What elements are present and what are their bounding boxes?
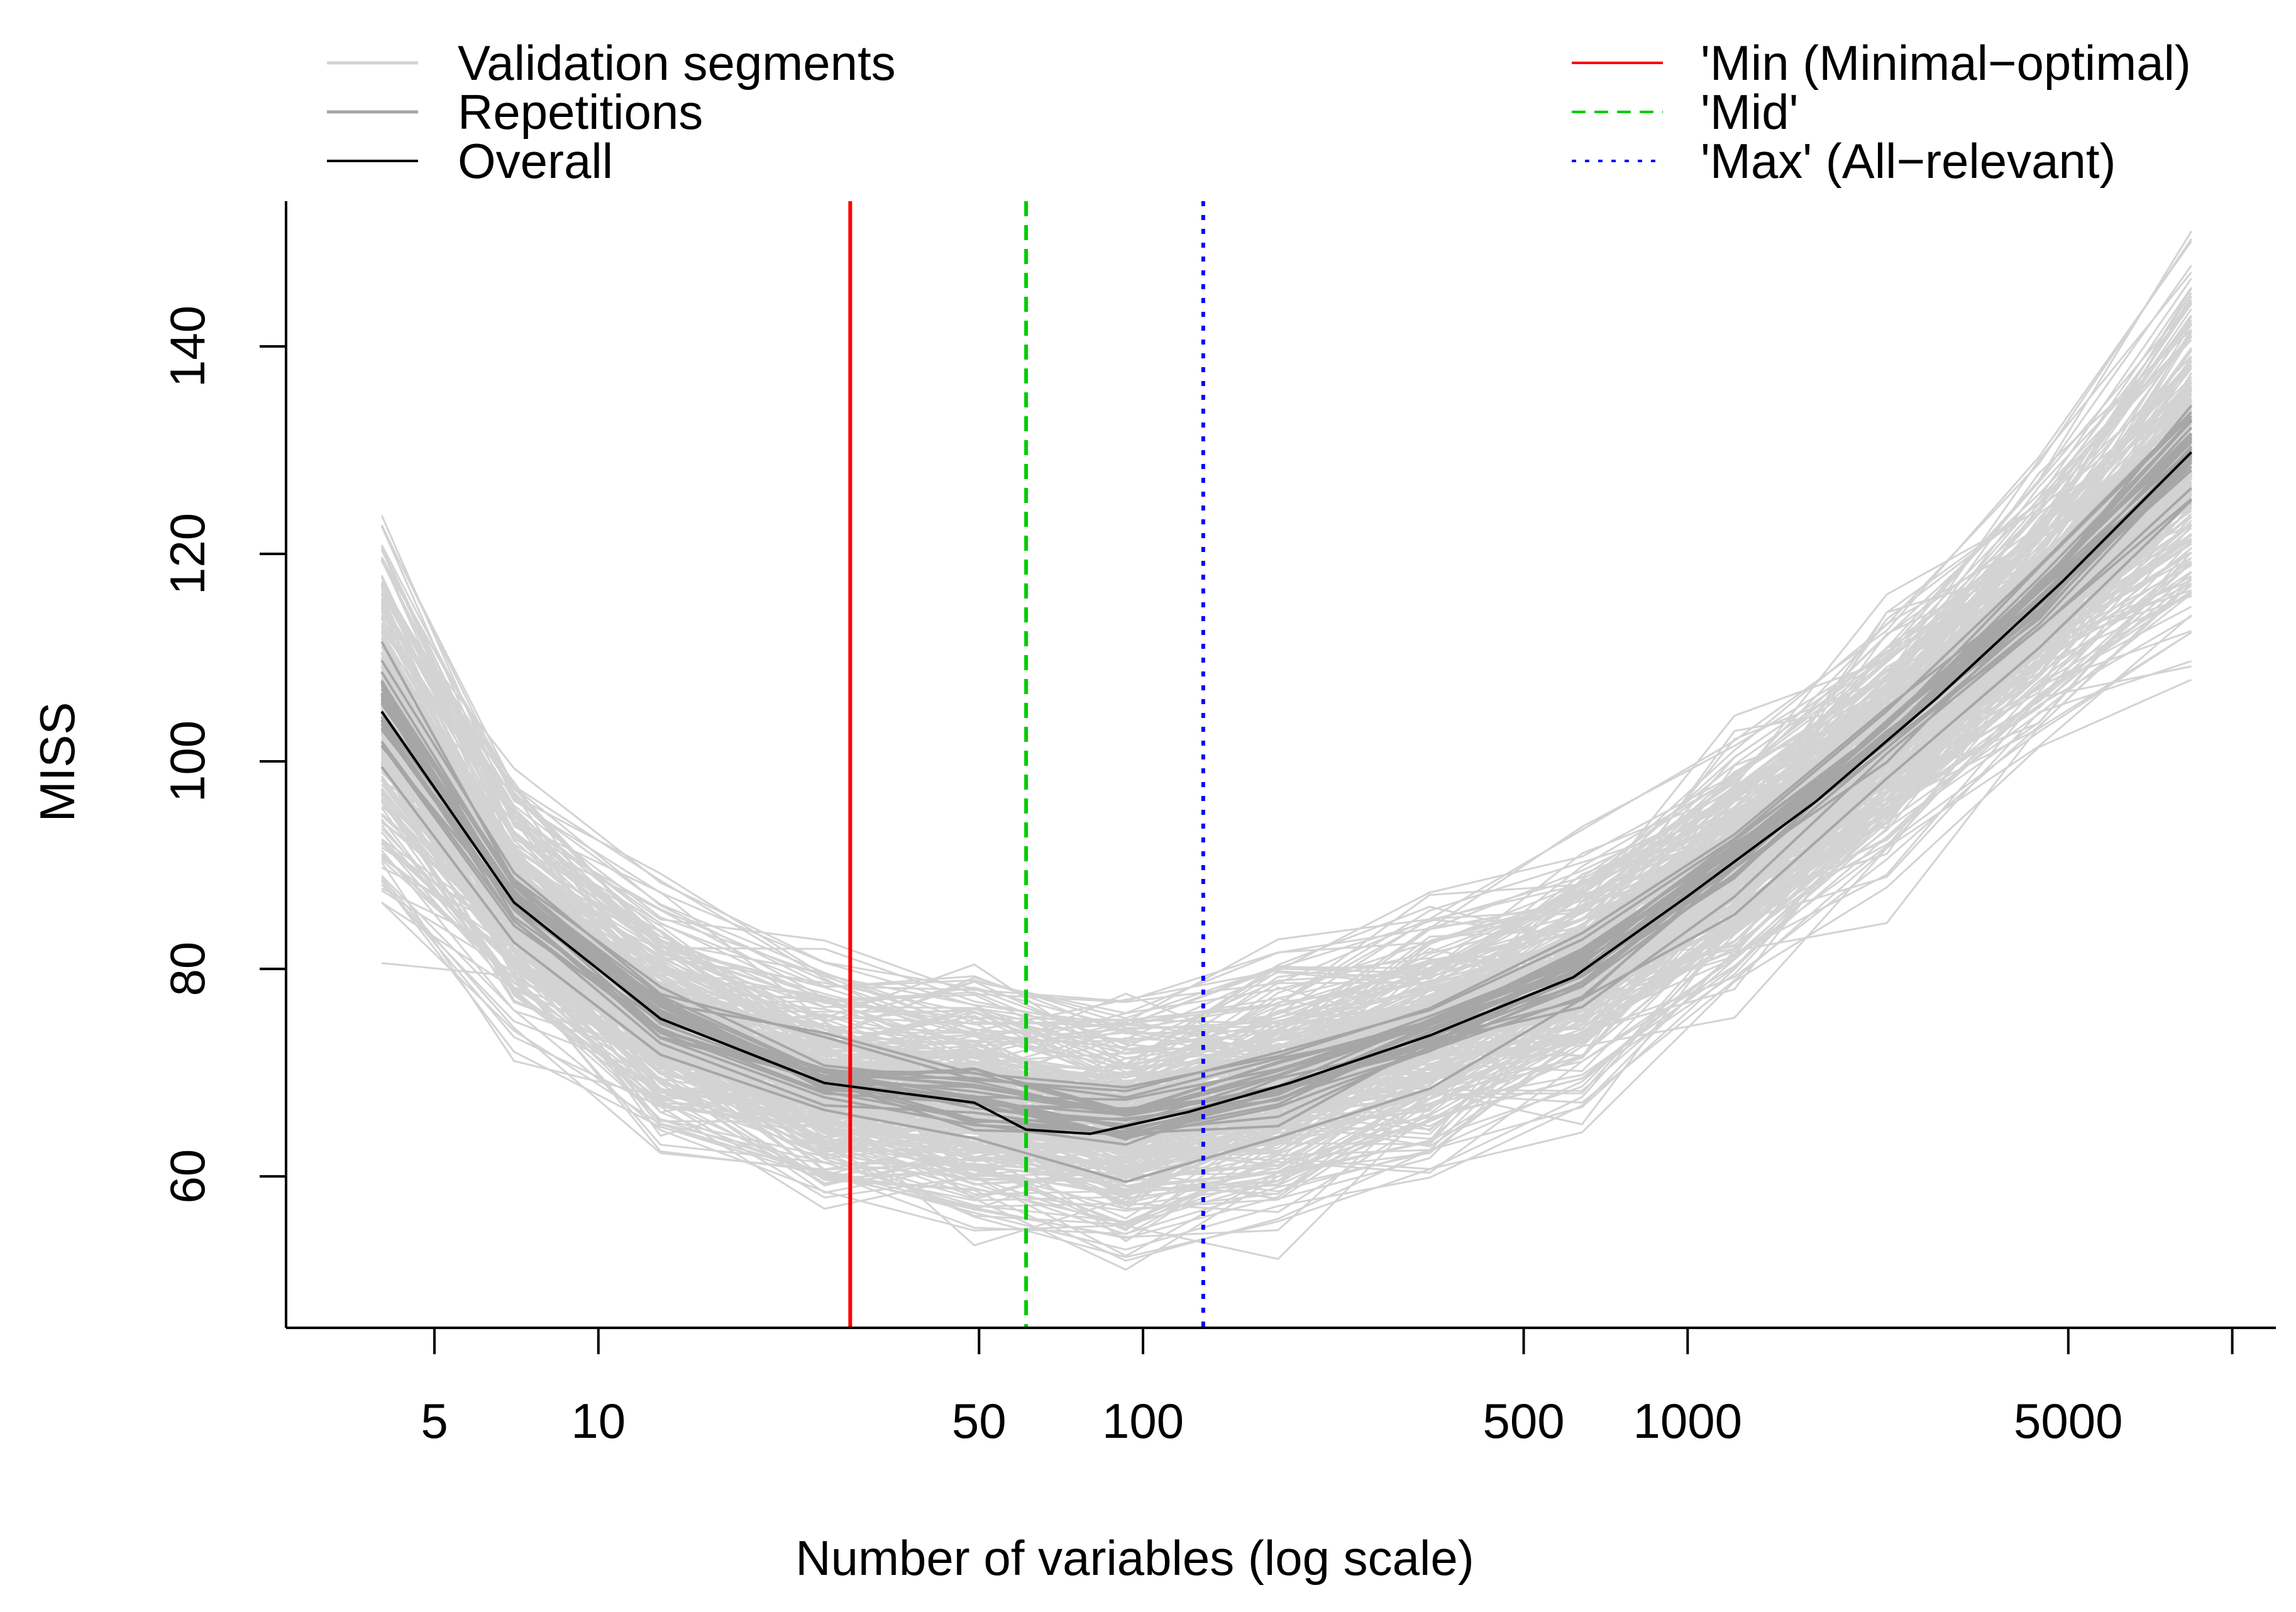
legend-item: 'Min (Minimal−optimal) <box>1572 35 2191 91</box>
y-axis-label: MISS <box>30 702 85 822</box>
x-tick-label: 5 <box>421 1393 448 1449</box>
legend-label: 'Min (Minimal−optimal) <box>1701 35 2191 91</box>
legend-label: Validation segments <box>458 35 896 91</box>
repetition-line <box>380 499 2192 1183</box>
legend-item: Overall <box>327 133 613 189</box>
legend-label: Overall <box>458 133 613 189</box>
repetition-line <box>380 487 2192 1134</box>
repetition-line <box>380 433 2193 1117</box>
y-tick-label: 120 <box>160 513 215 595</box>
repetition-line <box>380 411 2193 1093</box>
axes: 5 10 50 100 500 1000 5000 60 80 100 120 140 <box>160 201 2276 1449</box>
y-tick-label: 140 <box>160 306 215 387</box>
repetition-line <box>380 441 2193 1116</box>
repetition-line <box>380 498 2192 1135</box>
validation-segment-line <box>380 302 2192 1031</box>
x-tick-label: 10 <box>571 1393 626 1449</box>
validation-segment-line <box>380 265 2192 1041</box>
x-axis-label: Number of variables (log scale) <box>795 1530 1474 1586</box>
reference-lines <box>848 201 1205 1328</box>
validation-segment-line <box>381 595 2192 1187</box>
x-tick-label: 5000 <box>2014 1393 2123 1449</box>
x-tick-label: 100 <box>1102 1393 1184 1449</box>
validation-segment-line <box>380 432 2192 1127</box>
validation-segment-line <box>380 482 2192 1141</box>
repetition-line <box>380 465 2192 1134</box>
validation-segment-line <box>380 292 2192 1003</box>
validation-segment-line <box>381 678 2192 1223</box>
validation-segment-line <box>381 472 2192 1198</box>
validation-segment-line <box>380 582 2192 1235</box>
x-tick-label: 1000 <box>1633 1393 1743 1449</box>
validation-segment-line <box>381 477 2192 1118</box>
legend-item: 'Mid' <box>1572 84 1798 140</box>
background-traces <box>380 230 2193 1271</box>
validation-segment-line <box>380 410 2192 1088</box>
repetition-line <box>380 469 2192 1140</box>
validation-segment-line <box>381 591 2192 1239</box>
legend-item: Repetitions <box>327 84 703 140</box>
validation-segment-line <box>380 272 2192 1032</box>
overall-line <box>380 451 2193 1135</box>
legend-label: Repetitions <box>458 84 703 140</box>
x-tick-label: 50 <box>952 1393 1007 1449</box>
legend-label: 'Mid' <box>1701 84 1798 140</box>
validation-segment-line <box>380 390 2192 1087</box>
validation-segment-line <box>380 426 2192 1123</box>
repetition-line <box>380 404 2193 1089</box>
y-tick-label: 60 <box>160 1149 215 1204</box>
validation-segment-line <box>380 335 2192 1020</box>
legend-label: 'Max' (All−relevant) <box>1701 133 2116 189</box>
validation-segment-line <box>380 287 2192 1037</box>
validation-segment-line <box>381 579 2192 1251</box>
y-tick-label: 80 <box>160 942 215 996</box>
legend-item: Validation segments <box>327 35 896 91</box>
y-tick-label: 100 <box>160 720 215 802</box>
x-tick-label: 500 <box>1482 1393 1564 1449</box>
legend-item: 'Max' (All−relevant) <box>1572 133 2116 189</box>
overall-series <box>380 451 2193 1135</box>
